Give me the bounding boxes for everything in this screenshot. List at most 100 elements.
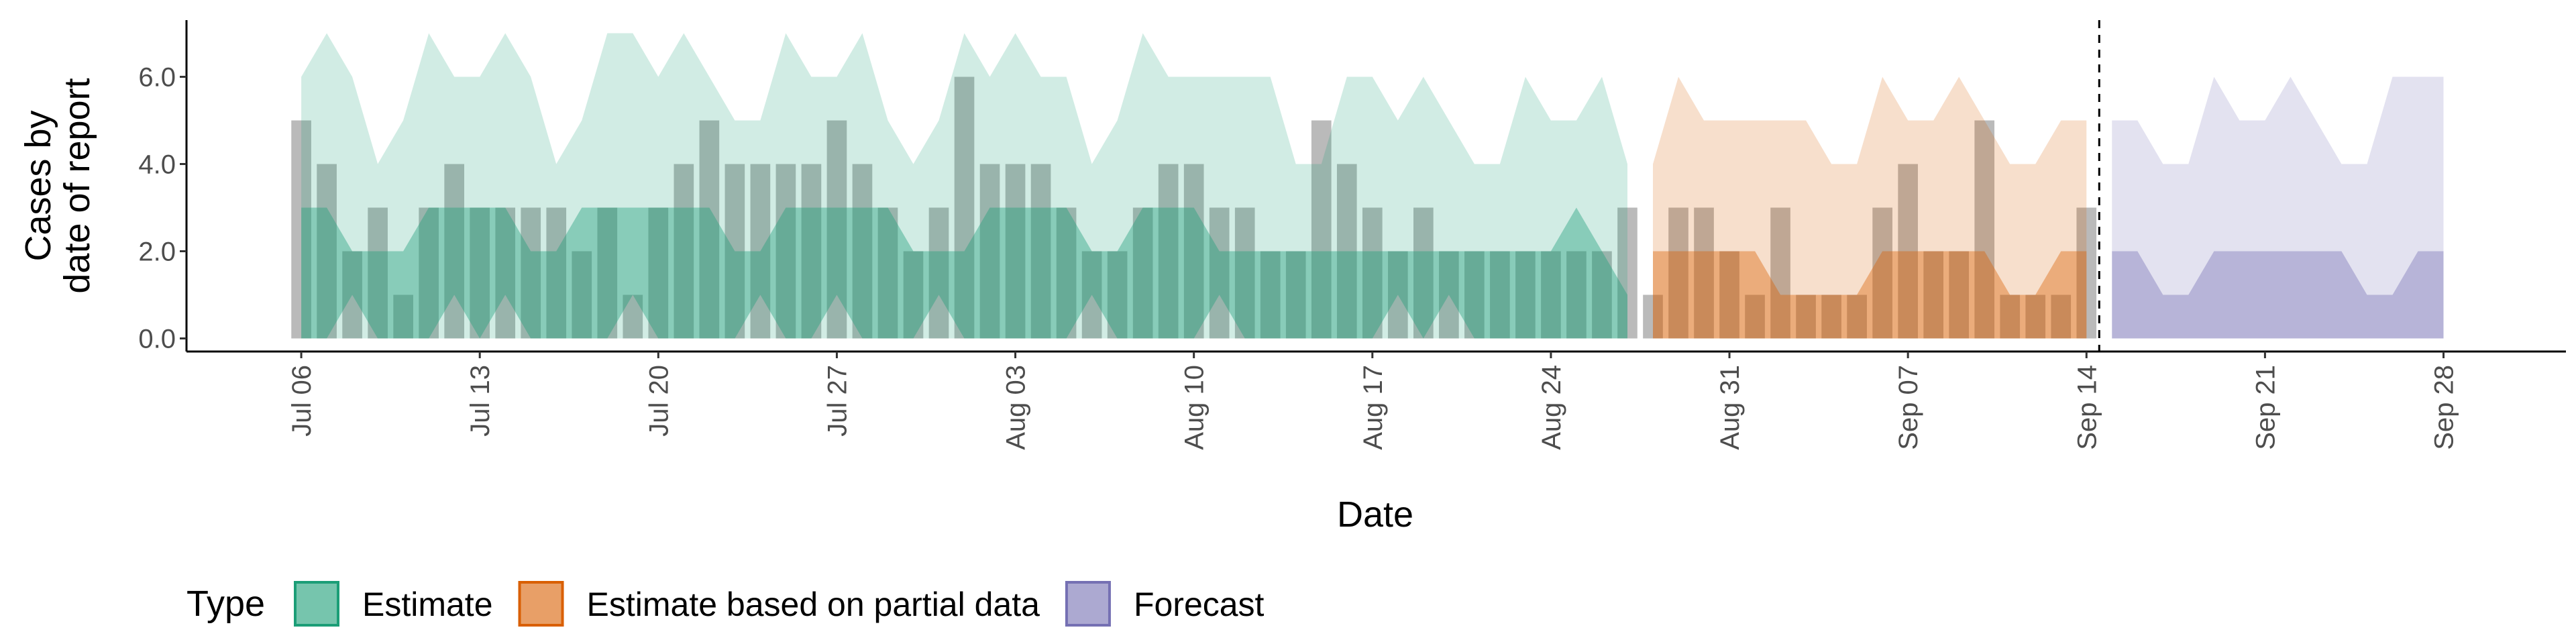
bar (1923, 251, 1944, 339)
bar (979, 164, 1000, 339)
bar (903, 251, 924, 339)
legend-swatch (294, 581, 339, 627)
bar (2051, 294, 2072, 339)
bar (750, 164, 771, 339)
x-tick-label: Aug 03 (1002, 365, 1031, 450)
bar (1566, 251, 1587, 339)
bar (2025, 294, 2046, 339)
legend-label: Estimate (362, 586, 493, 623)
bar (1796, 294, 1816, 339)
y-tick-label: 2.0 (138, 237, 176, 267)
ribbon-50 (2112, 251, 2444, 339)
x-tick-label: Aug 17 (1358, 365, 1388, 450)
bar (1183, 164, 1204, 339)
bar (699, 120, 720, 339)
bar (521, 207, 541, 339)
bar (2000, 294, 2021, 339)
bar (928, 207, 949, 339)
x-axis-title: Date (1337, 494, 1413, 535)
legend-label: Forecast (1134, 586, 1265, 623)
legend-swatch (1065, 581, 1111, 627)
x-tick-label: Jul 27 (822, 365, 852, 437)
bar (342, 251, 362, 339)
x-tick-label: Sep 14 (2072, 365, 2102, 450)
x-tick-label: Aug 31 (1715, 365, 1745, 450)
bar (1515, 251, 1536, 339)
bar (648, 207, 669, 339)
x-tick-label: Sep 28 (2430, 365, 2459, 450)
x-tick-label: Sep 21 (2251, 365, 2280, 450)
legend-label: Estimate based on partial data (587, 586, 1040, 623)
bar (1541, 251, 1561, 339)
bar (954, 76, 975, 339)
bar (495, 207, 516, 339)
bar (317, 164, 337, 339)
bar (1209, 207, 1230, 339)
bar (470, 207, 490, 339)
bar (1464, 251, 1485, 339)
bar (1056, 207, 1077, 339)
bar (1770, 207, 1790, 339)
bar (419, 207, 439, 339)
bar (1592, 251, 1612, 339)
ribbon-90 (301, 33, 1628, 339)
bar (393, 294, 413, 339)
y-tick-label: 0.0 (138, 325, 176, 354)
bar (444, 164, 465, 339)
observed-bars (291, 76, 2097, 339)
bar (877, 207, 898, 339)
bar (1821, 294, 1841, 339)
bar (1030, 164, 1051, 339)
bar (1158, 164, 1179, 339)
bar (1439, 251, 1459, 339)
bar (852, 164, 873, 339)
x-tick-label: Aug 24 (1537, 365, 1566, 450)
bar (1285, 251, 1306, 339)
bar (1311, 120, 1332, 339)
bar (1387, 251, 1408, 339)
bar (775, 164, 796, 339)
x-tick-label: Aug 10 (1180, 365, 1210, 450)
x-tick-label: Jul 13 (466, 365, 495, 437)
x-tick-label: Jul 20 (644, 365, 674, 437)
bar (572, 251, 592, 339)
bar (1668, 207, 1688, 339)
ribbons (301, 33, 2444, 339)
bar (1898, 164, 1918, 339)
bar (1745, 294, 1765, 339)
y-axis-title: Cases by (18, 110, 58, 261)
legend-title: Type (186, 584, 265, 624)
y-axis-title: date of report (57, 78, 97, 293)
bar (1005, 164, 1026, 339)
x-tick-label: Jul 06 (287, 365, 317, 437)
bar (724, 164, 745, 339)
bar (623, 294, 643, 339)
bar (1234, 207, 1255, 339)
bar (1974, 120, 1995, 339)
bar (546, 207, 567, 339)
bar (1260, 251, 1281, 339)
bar (597, 207, 618, 339)
bar (1949, 251, 1970, 339)
bar (1107, 251, 1128, 339)
bar (801, 164, 822, 339)
ribbon-90 (2112, 76, 2444, 339)
bar (1872, 207, 1892, 339)
bar (1413, 207, 1434, 339)
bar (674, 164, 694, 339)
bar (1617, 207, 1638, 339)
ribbon-50 (301, 207, 1628, 339)
ribbon-50 (1653, 251, 2087, 339)
bar (1490, 251, 1510, 339)
bar (1362, 207, 1383, 339)
bar (1081, 251, 1102, 339)
ribbon-90 (1653, 76, 2087, 339)
bar (826, 120, 847, 339)
bar (291, 120, 311, 339)
bar (1643, 294, 1663, 339)
y-tick-label: 4.0 (138, 150, 176, 180)
bar (2076, 207, 2097, 339)
bar (1694, 207, 1714, 339)
legend-swatch (518, 581, 564, 627)
